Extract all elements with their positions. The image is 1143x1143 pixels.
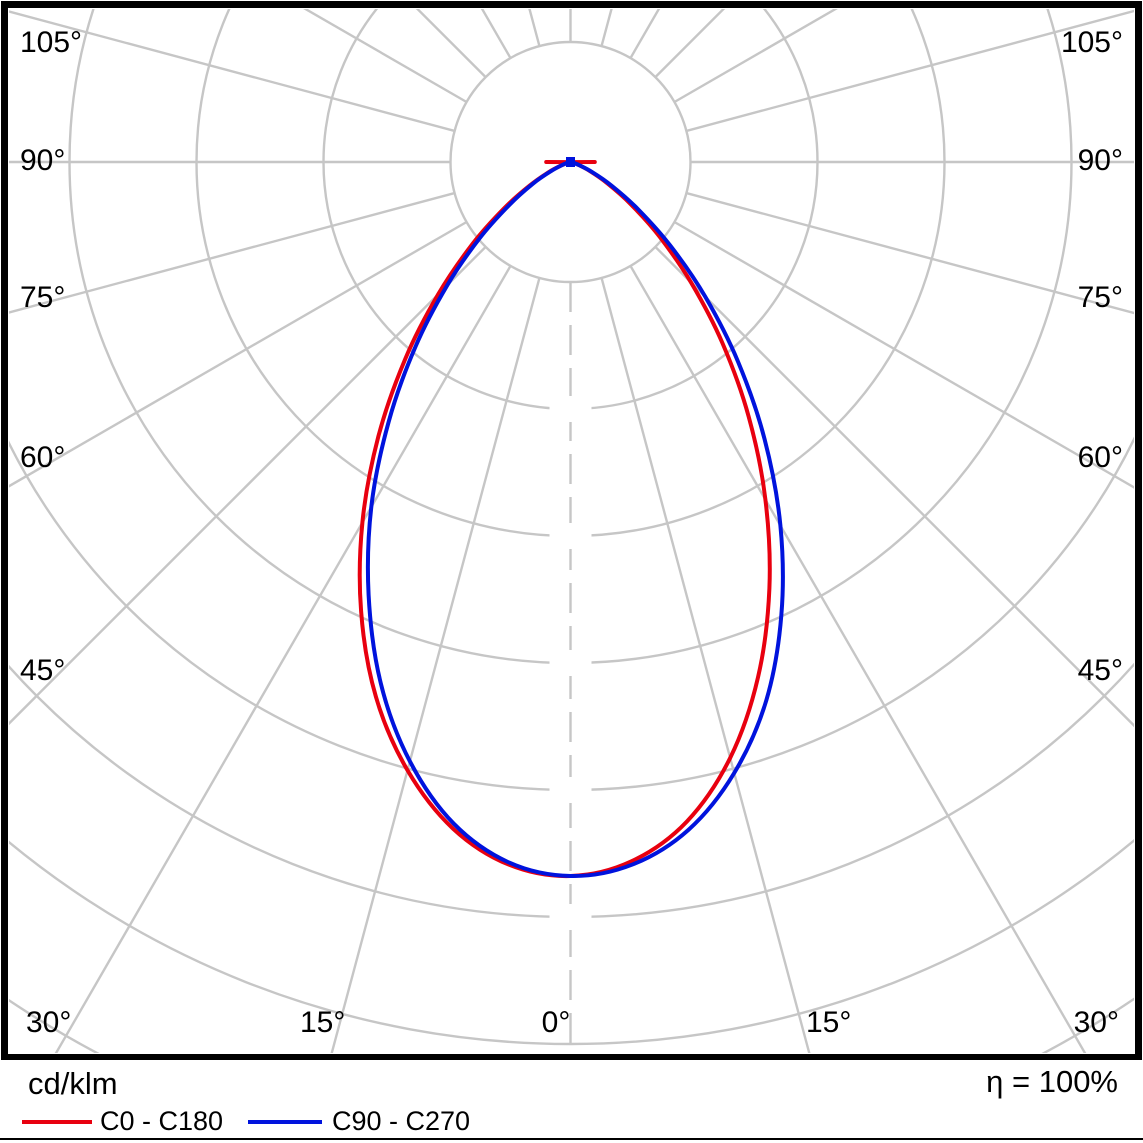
- angle-label: 60°: [1078, 441, 1123, 474]
- radial-tick-box: [549, 777, 592, 803]
- polar-intensity-chart: 105° 90° 75° 60° 45° 30° 15° 0° 15° 105° 90° 75° 60°…: [1, 1, 1142, 1061]
- legend: cd/klm η = 100% C0 - C180 C90 - C270: [0, 1060, 1143, 1143]
- angle-label: 45°: [1078, 654, 1123, 687]
- angle-label: 15°: [300, 1006, 345, 1039]
- radial-tick-box: [549, 650, 592, 676]
- angle-label: 30°: [1074, 1006, 1119, 1039]
- chart-frame: [1, 1, 1142, 1061]
- radial-tick-box: [549, 396, 592, 422]
- angle-label: 0°: [542, 1006, 571, 1039]
- curve-c0-c180: [357, 160, 772, 879]
- angle-label: 105°: [20, 26, 82, 59]
- bottom-divider: [0, 1138, 1143, 1140]
- angle-label: 45°: [20, 654, 65, 687]
- curve-apex-marker: [566, 157, 575, 167]
- radial-tick-box: [549, 904, 592, 930]
- polar-grid: [9, 9, 1134, 1053]
- intensity-curves: [357, 157, 785, 879]
- angle-labels: 105° 90° 75° 60° 45° 30° 15° 0° 15° 105° 90° 75° 60°…: [20, 26, 1123, 1039]
- efficiency-label: η = 100%: [986, 1064, 1118, 1099]
- legend-swatch-c0-c180: [22, 1120, 92, 1124]
- legend-swatch-c90-c270: [248, 1120, 322, 1124]
- angle-label: 75°: [1078, 281, 1123, 314]
- unit-label: cd/klm: [28, 1066, 118, 1101]
- angle-label: 105°: [1061, 26, 1123, 59]
- angle-label: 60°: [20, 441, 65, 474]
- angle-label: 15°: [806, 1006, 851, 1039]
- curve-c90-c270: [365, 160, 785, 879]
- angle-label: 30°: [26, 1006, 71, 1039]
- legend-label-c0-c180: C0 - C180: [100, 1106, 224, 1136]
- legend-label-c90-c270: C90 - C270: [332, 1106, 471, 1136]
- angle-label: 90°: [1078, 144, 1123, 177]
- radial-tick-box: [549, 523, 592, 549]
- angle-label: 75°: [20, 281, 65, 314]
- angle-label: 90°: [20, 144, 65, 177]
